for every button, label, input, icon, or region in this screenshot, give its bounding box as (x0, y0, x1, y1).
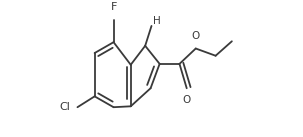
Text: O: O (183, 95, 191, 105)
Text: H: H (153, 16, 161, 26)
Text: F: F (110, 2, 117, 12)
Text: Cl: Cl (59, 102, 70, 112)
Text: O: O (191, 31, 200, 41)
